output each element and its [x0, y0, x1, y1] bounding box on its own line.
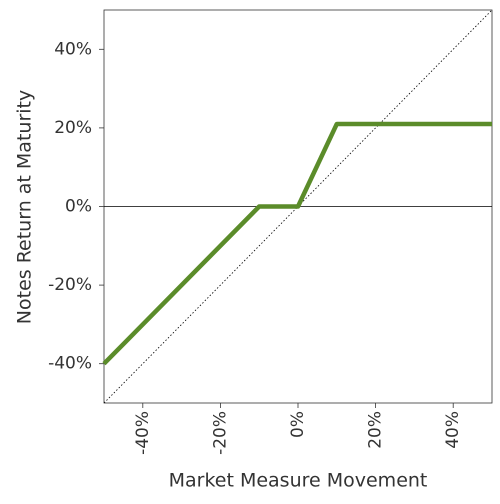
y-tick-label: 0%: [65, 197, 92, 217]
y-tick-label: 20%: [54, 118, 92, 138]
x-tick-label: -20%: [210, 411, 230, 455]
payoff-line: [102, 121, 492, 366]
x-tick-label: 40%: [443, 411, 463, 449]
x-tick-label: 20%: [366, 411, 386, 449]
x-axis-label: Market Measure Movement: [169, 470, 428, 492]
x-tick-label: -40%: [133, 411, 153, 455]
y-axis-label: Notes Return at Maturity: [14, 90, 36, 324]
y-tick-label: -20%: [48, 275, 92, 295]
x-tick-label: 0%: [288, 411, 308, 438]
y-tick-label: -40%: [48, 354, 92, 374]
diagonal-line: [103, 9, 493, 404]
y-tick-label: 40%: [54, 39, 92, 59]
